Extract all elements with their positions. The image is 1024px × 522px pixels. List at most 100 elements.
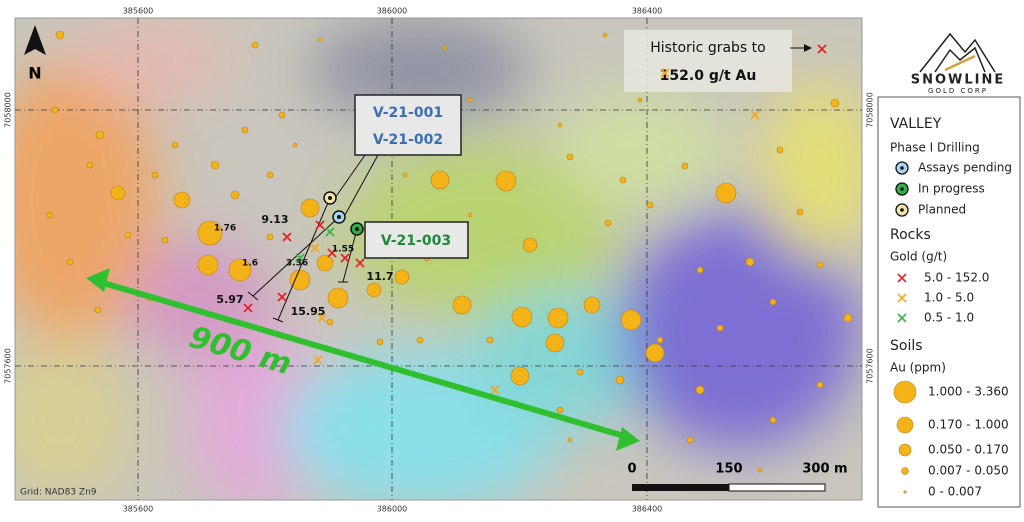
easting-label: 386400 [632,505,663,514]
legend-item: 1.0 - 5.0 [924,291,974,305]
soil-dot [576,368,584,376]
soil-dot [796,208,804,216]
easting-label: 386000 [377,7,408,16]
soil-dot [151,171,159,179]
soil-dot [843,313,853,323]
soil-dot [686,436,694,444]
rock-mark [660,68,670,78]
soil-dot [495,170,517,192]
assay-label: 5.97 [216,293,243,306]
soil-dot [567,437,573,443]
rock-mark [277,292,287,302]
assay-label: 1.76 [214,224,236,234]
soil-dot [452,295,472,315]
soil-dot [46,211,54,219]
easting-label: 385600 [123,505,154,514]
soil-dot [645,343,665,363]
map-frame [14,17,863,501]
soil-dot [656,336,664,344]
easting-label: 386400 [632,7,663,16]
rock-mark [317,313,327,323]
soil-dot [316,254,334,272]
rock-mark [750,110,760,120]
soil-dot [366,282,382,298]
historic-value: 152.0 g/t Au [660,68,757,84]
soil-dot [197,254,219,276]
soil-dot [124,231,132,239]
soil-dot [94,306,102,314]
rock-mark [817,44,827,54]
rock-mark [315,220,325,230]
rock-mark [295,253,305,263]
legend-symbol [896,416,914,434]
rock-mark [310,243,320,253]
legend-item: Assays pending [918,161,1012,175]
scale-label: 0 [627,462,636,477]
north-label: N [28,64,41,83]
soil-dot [197,220,223,246]
soil-samples [46,30,853,473]
soil-dot [547,307,569,329]
soil-dot [394,269,410,285]
soil-dot [66,258,74,266]
legend-title: VALLEY [890,116,942,132]
soil-dot [545,333,565,353]
soil-dot [511,306,533,328]
legend-symbol [903,490,907,494]
soil-dot [716,324,724,332]
assay-label: 1.55 [332,245,354,255]
soil-dot [241,126,249,134]
soil-dot [110,185,126,201]
legend-heading: Soils [890,338,923,354]
hole-label: V-21-003 [381,233,451,249]
soil-dot [566,153,574,161]
soil-dot [556,406,564,414]
soil-dot [266,233,274,241]
collar-dot [337,215,341,219]
legend-item: 0.5 - 1.0 [924,311,974,325]
easting-label: 386000 [377,505,408,514]
soil-dot [715,182,737,204]
soil-dot [210,160,220,170]
rock-mark [327,248,337,258]
legend-item: Planned [918,203,966,217]
soil-dot [583,296,601,314]
legend-heading: Rocks [890,227,931,243]
soil-dot [776,146,784,154]
hole-label: V-21-002 [373,132,443,148]
soil-dot [830,98,840,108]
soil-dot [695,385,705,395]
rock-mark [313,355,323,365]
hole-callout [354,94,462,156]
legend-symbol [900,166,904,170]
easting-label: 385600 [123,7,154,16]
rock-mark [355,258,365,268]
soil-dot [619,176,627,184]
grid-label: Grid: NAD83 Zn9 [20,488,97,498]
soil-dot [467,97,473,103]
soil-dot [230,190,240,200]
distance-arrow [86,268,640,451]
logo-name: SNOWLINE [911,73,1006,88]
soil-dot [376,338,384,346]
soil-dot [769,416,777,424]
soil-dot [757,467,763,473]
soil-dot [430,170,450,190]
legend-symbol [900,208,904,212]
soil-dot [646,201,654,209]
assay-label: 15.95 [291,305,326,318]
logo-mark [919,32,996,73]
legend-symbol [893,380,917,404]
soil-dot [300,198,320,218]
soil-dot [51,106,59,114]
hole-label: V-21-001 [373,105,443,121]
soil-dot [95,130,105,140]
assay-label: 1.6 [242,259,258,269]
legend-symbol [898,443,912,457]
legend-item: In progress [918,182,985,196]
soil-dot [402,172,408,178]
soil-dot [327,287,349,309]
soil-dot [266,171,274,179]
soil-dot [55,30,65,40]
